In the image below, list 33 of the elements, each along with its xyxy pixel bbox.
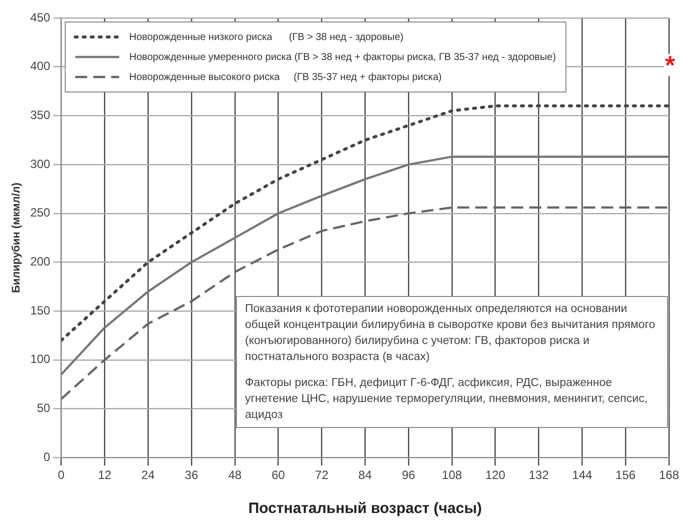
y-tick-label: 250: [30, 206, 51, 220]
x-tick-label: 96: [402, 468, 416, 482]
x-tick-label: 12: [98, 468, 112, 482]
y-tick-label: 200: [30, 254, 51, 269]
x-tick-label: 0: [58, 468, 65, 482]
x-tick-label: 108: [442, 468, 462, 482]
y-axis-title: Билирубин (мкмл/л): [10, 182, 23, 294]
x-tick-label: 84: [358, 468, 372, 482]
y-tick-label: 150: [30, 303, 51, 318]
x-tick-label: 144: [572, 468, 592, 482]
legend-label: Новорожденные низкого риска (ГВ > 38 нед - здоровые): [129, 32, 404, 43]
x-tick-label: 132: [528, 468, 550, 482]
y-tick-label: 50: [36, 401, 51, 416]
y-tick-label: 300: [30, 156, 51, 171]
x-axis-title: Постнатальный возраст (часы): [248, 500, 482, 518]
x-tick-label: 24: [141, 468, 156, 482]
annotation: Факторы риска: ГБН, дефицит Г-6-ФДГ, асфиксия, РДС, выраженное угнетение ЦНС, нарушение терморегуляции, пневмония, менингит, сепсис, ацидоз: [245, 376, 649, 423]
x-tick-label: 48: [228, 468, 242, 482]
y-tick-label: 0: [44, 450, 51, 464]
x-tick-label: 60: [272, 468, 286, 482]
y-tick-label: 350: [30, 108, 51, 122]
y-tick-label: 400: [30, 59, 51, 74]
x-tick-label: 156: [616, 468, 636, 482]
y-tick-label: 450: [30, 10, 51, 24]
annotation: Показания к фототерапии новорожденных определяются на основании общей концентрации билирубина в сыворотке крови без вычитания прямого (конъюгированного) билирубина с учетом: ГВ, факторов риска и постнатального возраста (в часах): [245, 302, 656, 365]
y-tick-label: 100: [30, 352, 51, 366]
x-tick-label: 36: [184, 468, 198, 482]
x-tick-label: 72: [315, 468, 329, 482]
x-tick-label: 120: [485, 468, 506, 482]
x-tick-label: 168: [658, 468, 680, 482]
legend-label: Новорожденные высокого риска (ГВ 35-37 нед + факторы риска): [129, 72, 442, 83]
annotation: *: [664, 50, 676, 80]
legend-label: Новорожденные умеренного риска (ГВ > 38 нед + факторы риска, ГВ 35-37 нед - здоровые): [129, 52, 556, 63]
